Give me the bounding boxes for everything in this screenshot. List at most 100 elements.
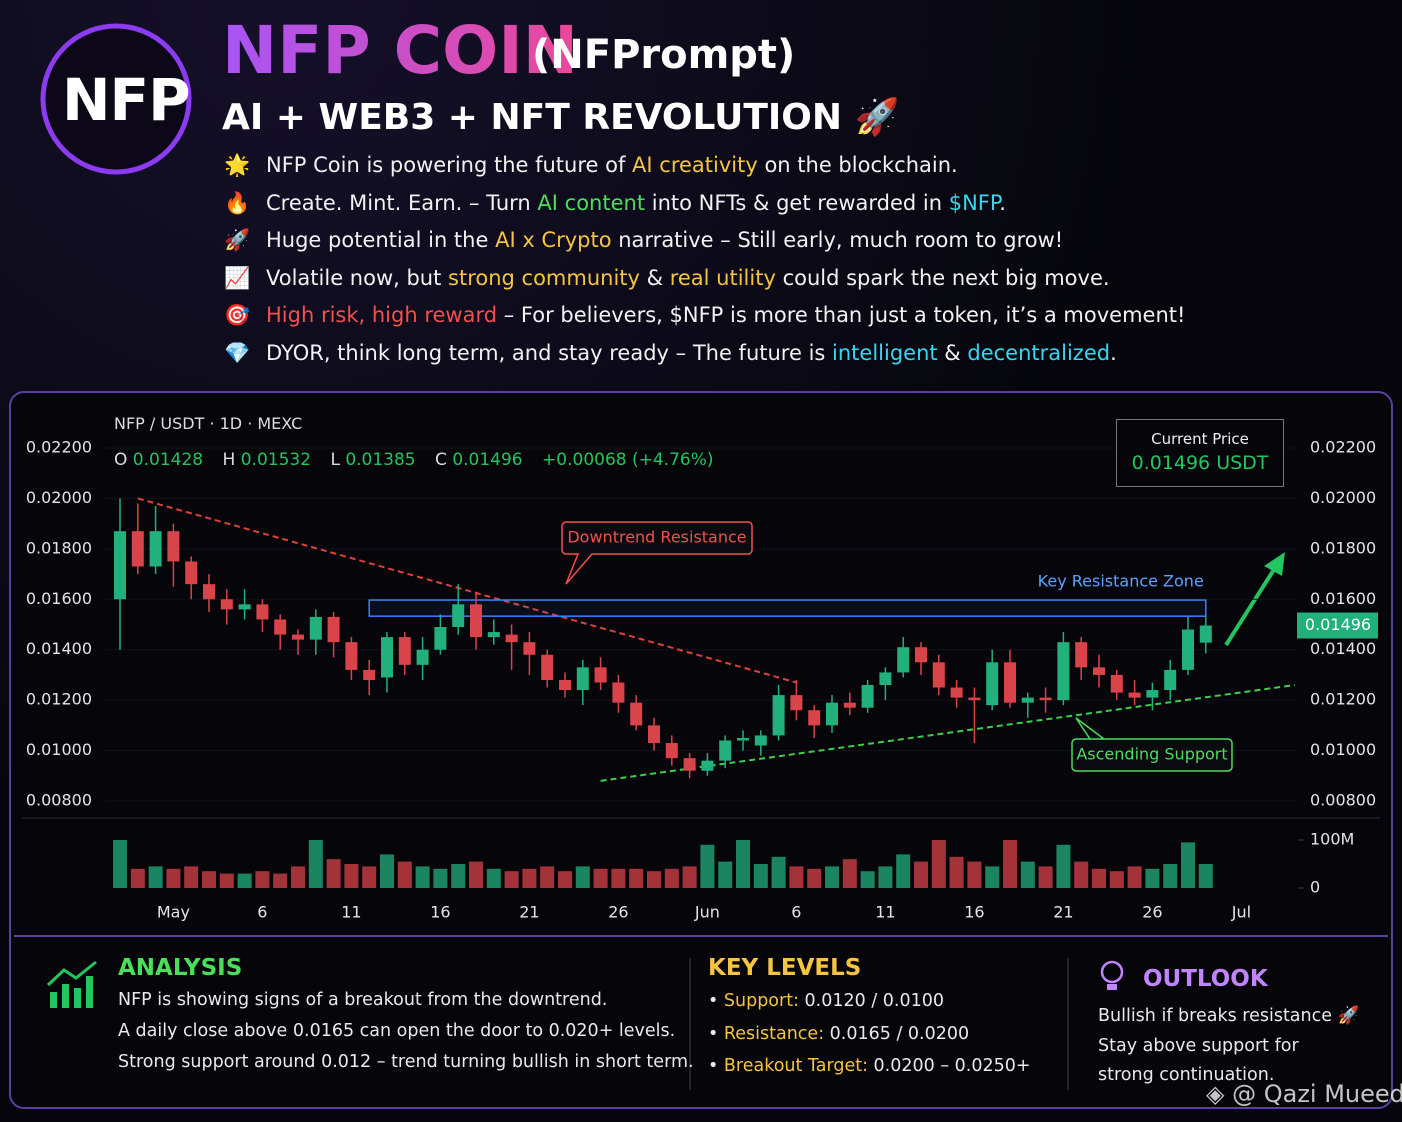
ohlc-value: 0.01428 bbox=[132, 450, 204, 470]
y-tick-label: 0.01800 bbox=[26, 538, 92, 557]
bullet-text: – For believers, $NFP is more than just … bbox=[497, 303, 1186, 328]
ohlc-label: C bbox=[435, 450, 447, 470]
candle-body bbox=[1110, 674, 1123, 693]
analysis-line: Strong support around 0.012 – trend turn… bbox=[118, 1052, 694, 1072]
bullet-text: . bbox=[1110, 341, 1117, 365]
volume-bar bbox=[647, 871, 661, 888]
zone-label: Key Resistance Zone bbox=[1038, 572, 1204, 591]
callout-label: Ascending Support bbox=[1076, 745, 1227, 764]
candle-body bbox=[879, 672, 892, 686]
key-level-label: Resistance: bbox=[723, 1023, 825, 1044]
current-price: 0.01496 USDT bbox=[1131, 452, 1269, 474]
volume-bar bbox=[308, 840, 323, 888]
candle-body bbox=[968, 697, 981, 701]
outlook-panel: Bullish if breaks resistance 🚀 Stay above… bbox=[1098, 1002, 1359, 1091]
volume-bar bbox=[949, 856, 964, 888]
candle-body bbox=[808, 710, 821, 726]
x-tick-label: 26 bbox=[608, 903, 628, 922]
volume-bar bbox=[1020, 861, 1035, 888]
volume-bar bbox=[486, 868, 501, 888]
panel-title: ANALYSIS bbox=[118, 955, 243, 981]
callout-label: Downtrend Resistance bbox=[567, 528, 746, 547]
candle-body bbox=[167, 531, 180, 562]
analysis-icon bbox=[46, 960, 97, 1008]
bullet-icon: 🚀 bbox=[224, 228, 251, 253]
callout-box bbox=[1071, 717, 1233, 772]
ohlc-value: 0.01496 bbox=[452, 450, 523, 470]
candle-body bbox=[203, 584, 215, 600]
bullet-text: NFP Coin is powering the future of bbox=[266, 153, 633, 177]
current-price-title: Current Price bbox=[1151, 430, 1249, 448]
volume-bar bbox=[469, 861, 483, 888]
candle-body bbox=[576, 667, 589, 691]
bullet-icon: 🎯 bbox=[224, 303, 251, 328]
analysis-line: A daily close above 0.0165 can open the … bbox=[118, 1021, 676, 1041]
candle-body bbox=[1199, 625, 1212, 643]
volume-bar bbox=[1092, 868, 1106, 888]
current-price-box: Current Price 0.01496 USDT bbox=[1116, 419, 1284, 487]
candle-body bbox=[541, 654, 554, 680]
candle-body bbox=[737, 737, 749, 741]
chart-panel bbox=[9, 391, 1393, 1109]
outlook-line: Bullish if breaks resistance 🚀 bbox=[1098, 1006, 1360, 1026]
volume-bar bbox=[1163, 864, 1178, 888]
volume-bar bbox=[878, 866, 893, 888]
candle-body bbox=[487, 632, 500, 638]
bullet-text: . bbox=[999, 190, 1006, 215]
volume-bar bbox=[789, 866, 804, 888]
key-level-value: 0.0120 / 0.0100 bbox=[804, 991, 945, 1011]
volume-bar bbox=[148, 866, 163, 888]
ohlc-label: O bbox=[114, 450, 128, 470]
x-tick-label: Jun bbox=[694, 903, 720, 922]
volume-bar bbox=[344, 864, 359, 888]
x-tick-label: 21 bbox=[1053, 903, 1073, 922]
candle-body bbox=[363, 669, 376, 680]
x-tick-label: 16 bbox=[430, 903, 450, 922]
bullet-icon: 📈 bbox=[224, 265, 251, 290]
candle-body bbox=[345, 642, 358, 670]
volume-bar bbox=[736, 840, 750, 888]
y-tick-label: 0.01800 bbox=[1310, 538, 1376, 557]
candle-body bbox=[790, 695, 803, 711]
volume-bar bbox=[237, 873, 252, 888]
volume-bar bbox=[771, 856, 786, 888]
key-level: • Resistance: 0.0165 / 0.0200 bbox=[708, 1023, 970, 1044]
watermark: ◈ @ Qazi Mueed bbox=[1206, 1080, 1402, 1108]
subtitle: AI + WEB3 + NFT REVOLUTION 🚀 bbox=[222, 97, 900, 138]
y-tick-label: 0.01200 bbox=[1310, 690, 1376, 709]
y-tick-label: 0.02200 bbox=[26, 438, 92, 457]
candle-body bbox=[559, 679, 571, 691]
x-tick-label: 16 bbox=[964, 903, 984, 922]
x-tick-label: 21 bbox=[519, 903, 539, 922]
bullet-icon: 💎 bbox=[224, 341, 251, 365]
bullet: 💎 DYOR, think long term, and stay ready –… bbox=[224, 341, 1117, 366]
candle-body bbox=[1093, 667, 1105, 675]
analysis-panel: ANALYSIS NFP is showing signs of a break… bbox=[118, 955, 694, 1078]
title: NFP COIN bbox=[222, 12, 579, 89]
volume-bar bbox=[718, 861, 733, 888]
volume-bar bbox=[522, 868, 537, 888]
ohlc-value: 0.01385 bbox=[345, 450, 416, 470]
volume-bar bbox=[593, 868, 608, 888]
y-tick-label: 0.00800 bbox=[1310, 791, 1376, 810]
callout-box bbox=[561, 521, 753, 585]
y-tick-label: 0.02000 bbox=[1310, 488, 1376, 507]
volume-bar bbox=[860, 871, 875, 888]
volume-bar bbox=[611, 868, 626, 888]
key-level-value: 0.0165 / 0.0200 bbox=[829, 1023, 970, 1044]
bullet: 📈 Volatile now, but strong community & re… bbox=[224, 266, 1110, 291]
price-tag-label: 0.01496 bbox=[1305, 615, 1371, 634]
pair: NFP / USDT · 1D · MEXC bbox=[114, 414, 303, 433]
ticker: (NFPrompt) bbox=[532, 32, 796, 78]
volume-bar bbox=[504, 871, 519, 888]
candle-body bbox=[292, 634, 304, 640]
candle-body bbox=[772, 695, 785, 736]
y-tick-label: 0.01600 bbox=[26, 589, 92, 608]
volume-bar bbox=[967, 861, 982, 888]
volume-bar bbox=[130, 868, 145, 888]
candle-body bbox=[630, 702, 643, 726]
logo-text: NFP bbox=[62, 66, 191, 134]
candle-body bbox=[1128, 692, 1141, 698]
key-levels-panel: KEY LEVELS • Support: 0.0120 / 0.0100 • R… bbox=[708, 955, 1031, 1083]
candle-body bbox=[381, 637, 393, 678]
